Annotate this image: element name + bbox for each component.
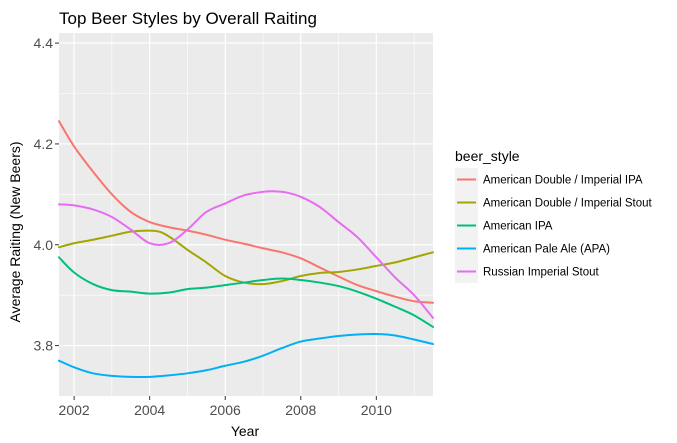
series-line-3 xyxy=(58,256,434,328)
y-tick-label: 4.4 xyxy=(34,35,54,51)
series-line-2 xyxy=(58,229,434,286)
legend-label: American Double / Imperial IPA xyxy=(483,175,643,187)
series-line-1 xyxy=(58,120,434,304)
legend-title: beer_style xyxy=(455,148,520,164)
legend-label: American Double / Imperial Stout xyxy=(483,198,653,210)
legend-label: American Pale Ale (APA) xyxy=(483,244,610,256)
y-axis-title: Average Raiting (New Beers) xyxy=(7,141,23,322)
legend-label: Russian Imperial Stout xyxy=(483,267,599,279)
x-axis-title: Year xyxy=(231,423,260,439)
series-lines xyxy=(58,120,434,378)
series-line-5 xyxy=(58,190,434,319)
y-axis: 3.8 4.0 4.2 4.4 xyxy=(34,35,59,354)
x-tick-label: 2004 xyxy=(134,402,165,418)
x-tick-label: 2008 xyxy=(285,402,316,418)
y-tick-label: 3.8 xyxy=(34,338,54,354)
chart-title: Top Beer Styles by Overall Raiting xyxy=(59,9,317,28)
legend-label: American IPA xyxy=(483,221,553,233)
minor-grid xyxy=(59,33,433,396)
series-line-4 xyxy=(58,332,434,378)
x-axis: 2002 2004 2006 2008 2010 xyxy=(59,396,392,418)
x-tick-label: 2002 xyxy=(59,402,90,418)
x-tick-label: 2006 xyxy=(210,402,241,418)
y-tick-label: 4.2 xyxy=(34,136,54,152)
y-tick-label: 4.0 xyxy=(34,237,54,253)
legend: beer_style American Double / Imperial IP… xyxy=(455,148,653,283)
x-tick-label: 2010 xyxy=(361,402,392,418)
